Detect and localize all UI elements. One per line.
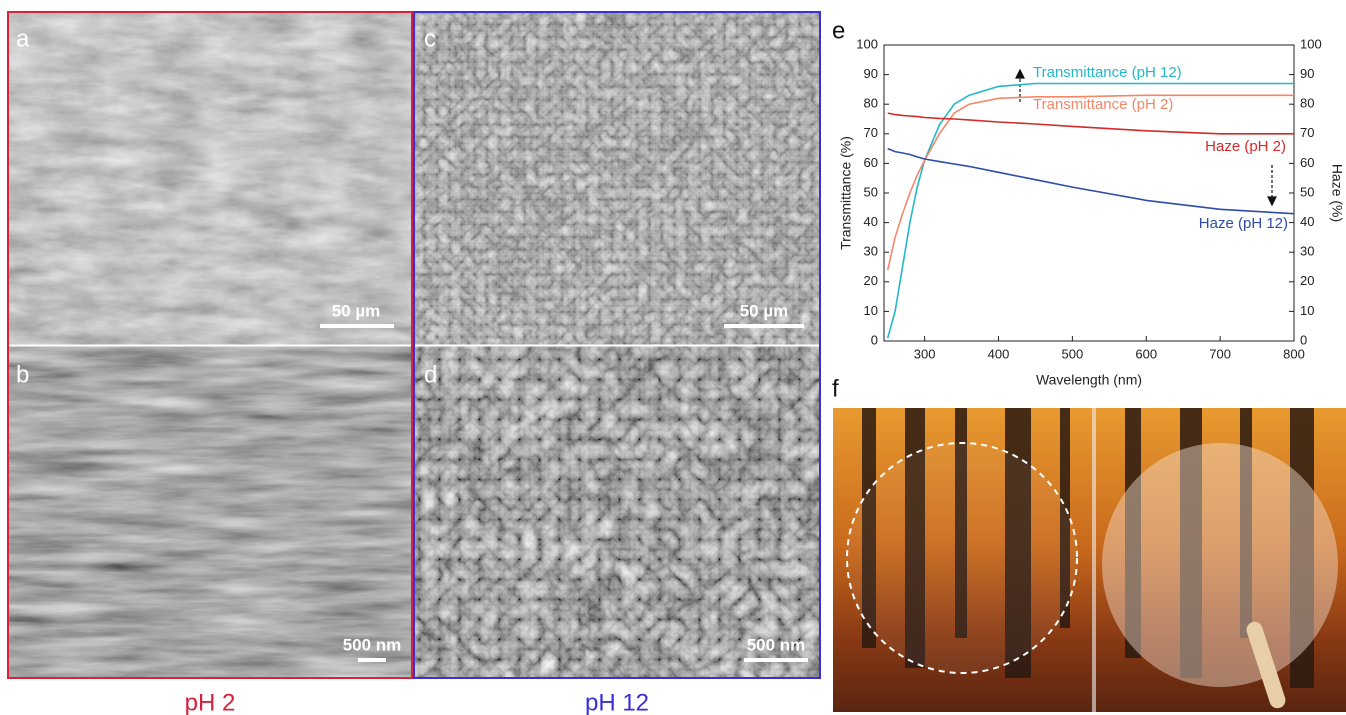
x-tick-label: 500 [1062, 346, 1084, 361]
y2-tick-label: 0 [1300, 332, 1307, 347]
y-tick-label: 50 [864, 184, 878, 199]
sem-image [415, 13, 819, 345]
y-tick-label: 80 [864, 96, 878, 111]
x-axis-label: Wavelength (nm) [1036, 372, 1142, 388]
y-tick-label: 90 [864, 66, 878, 81]
x-tick-label: 600 [1135, 346, 1157, 361]
scale-bar-label: 500 nm [343, 635, 402, 654]
scale-bar-label: 500 nm [747, 635, 806, 654]
scale-bar [724, 324, 804, 328]
y2-tick-label: 80 [1300, 96, 1314, 111]
y-tick-label: 20 [864, 273, 878, 288]
panel-label: e [832, 17, 845, 44]
caption: pH 12 [585, 689, 649, 715]
y-tick-label: 30 [864, 244, 878, 259]
scale-bar-label: 50 µm [740, 301, 789, 320]
series-line [888, 113, 1294, 134]
y2-tick-label: 50 [1300, 184, 1314, 199]
series-label: Haze (pH 12) [1199, 215, 1288, 232]
series-label: Transmittance (pH 12) [1033, 64, 1182, 81]
y-tick-label: 0 [871, 332, 878, 347]
panel-label: c [424, 25, 436, 52]
y2-tick-label: 20 [1300, 273, 1314, 288]
series-line [888, 95, 1294, 270]
y2-tick-label: 40 [1300, 214, 1314, 229]
y-tick-label: 60 [864, 155, 878, 170]
panel-label: b [16, 361, 29, 388]
x-tick-label: 300 [914, 346, 936, 361]
y-tick-label: 10 [864, 303, 878, 318]
x-tick-label: 800 [1283, 346, 1305, 361]
sem-image [9, 13, 411, 345]
y-tick-label: 70 [864, 125, 878, 140]
sem-image [9, 346, 411, 677]
y2-tick-label: 90 [1300, 66, 1314, 81]
y2-tick-label: 70 [1300, 125, 1314, 140]
y-axis-label: Transmittance (%) [838, 136, 854, 250]
panel-label: d [424, 361, 437, 388]
sem-image [415, 346, 819, 677]
y2-tick-label: 100 [1300, 36, 1322, 51]
plot-frame [884, 45, 1294, 341]
caption: pH 2 [185, 689, 236, 715]
scale-bar [320, 324, 394, 328]
x-tick-label: 700 [1209, 346, 1231, 361]
series-label: Transmittance (pH 2) [1033, 96, 1173, 113]
panel-label: a [16, 25, 30, 52]
series-label: Haze (pH 2) [1205, 138, 1286, 155]
series-line [888, 149, 1294, 214]
photo-seam [1092, 408, 1096, 712]
y-tick-label: 40 [864, 214, 878, 229]
scale-bar [358, 658, 386, 662]
y-tick-label: 100 [856, 36, 878, 51]
y2-tick-label: 60 [1300, 155, 1314, 170]
figure: a b c d 50 µm 500 nm 50 µm 500 nm pH 2 p… [0, 0, 1346, 715]
y2-tick-label: 30 [1300, 244, 1314, 259]
x-tick-label: 400 [988, 346, 1010, 361]
y2-tick-label: 10 [1300, 303, 1314, 318]
y2-axis-label: Haze (%) [1329, 164, 1345, 222]
panel-label: f [832, 375, 839, 402]
scale-bar [744, 658, 808, 662]
film-outline [847, 443, 1077, 673]
scale-bar-label: 50 µm [332, 301, 381, 320]
hazy-film [1102, 443, 1338, 687]
